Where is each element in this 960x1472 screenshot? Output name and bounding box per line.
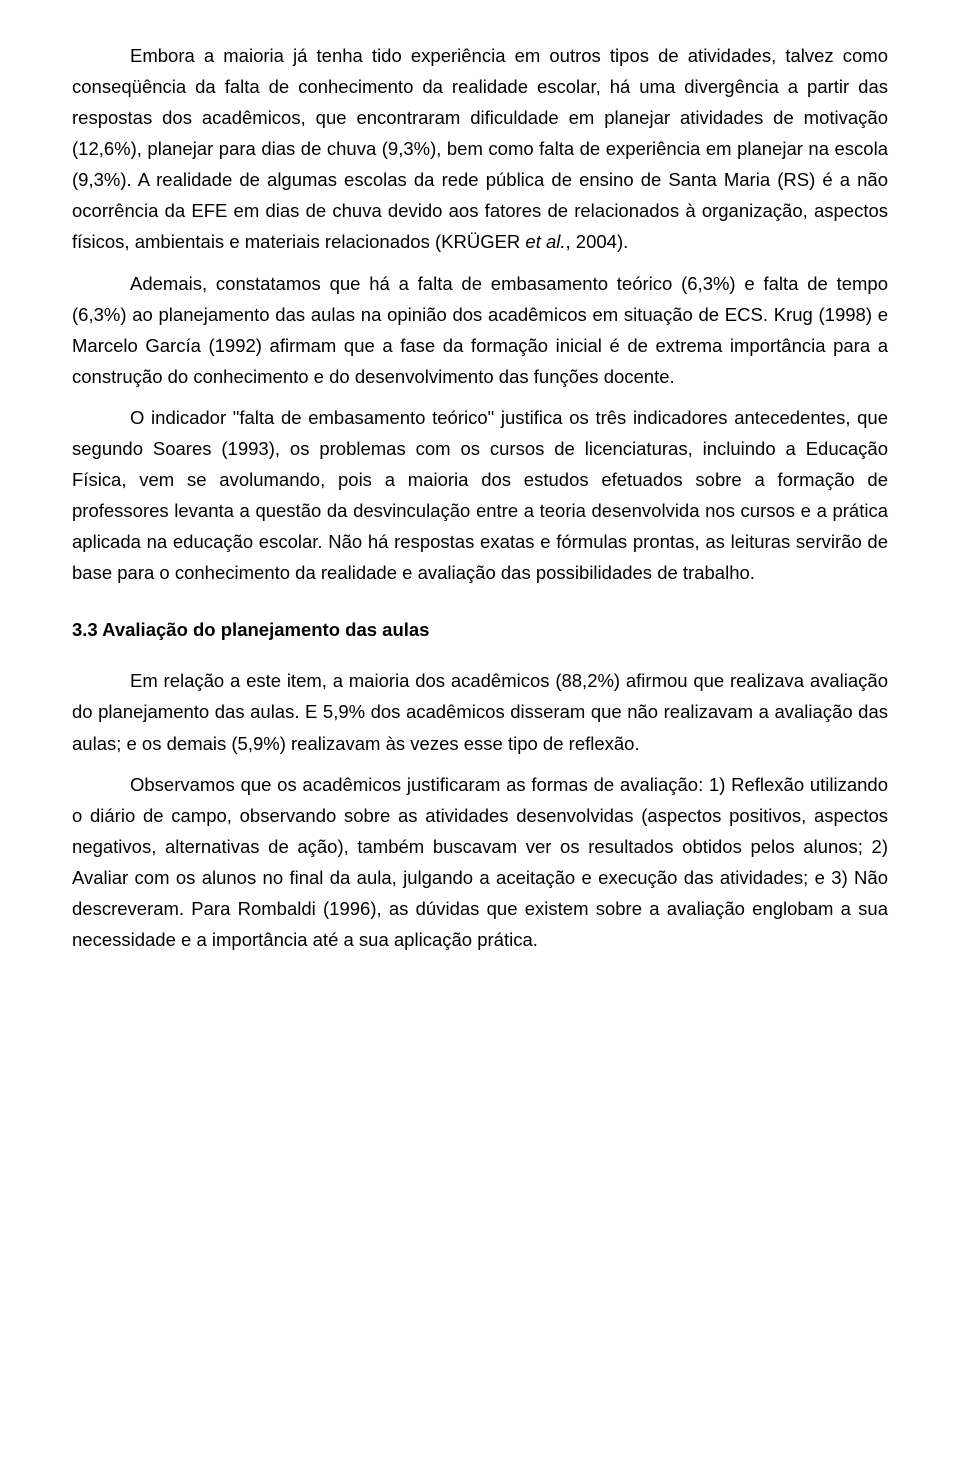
section-heading: 3.3 Avaliação do planejamento das aulas — [72, 614, 888, 645]
paragraph-1: Embora a maioria já tenha tido experiênc… — [72, 40, 888, 258]
paragraph-1-italic: et al. — [525, 231, 565, 252]
paragraph-3: O indicador "falta de embasamento teóric… — [72, 402, 888, 588]
document-body: Embora a maioria já tenha tido experiênc… — [72, 40, 888, 955]
paragraph-2: Ademais, constatamos que há a falta de e… — [72, 268, 888, 392]
paragraph-1-tail: , 2004). — [566, 231, 629, 252]
paragraph-4: Em relação a este item, a maioria dos ac… — [72, 665, 888, 758]
paragraph-5: Observamos que os acadêmicos justificara… — [72, 769, 888, 955]
paragraph-1-text: Embora a maioria já tenha tido experiênc… — [72, 45, 888, 252]
